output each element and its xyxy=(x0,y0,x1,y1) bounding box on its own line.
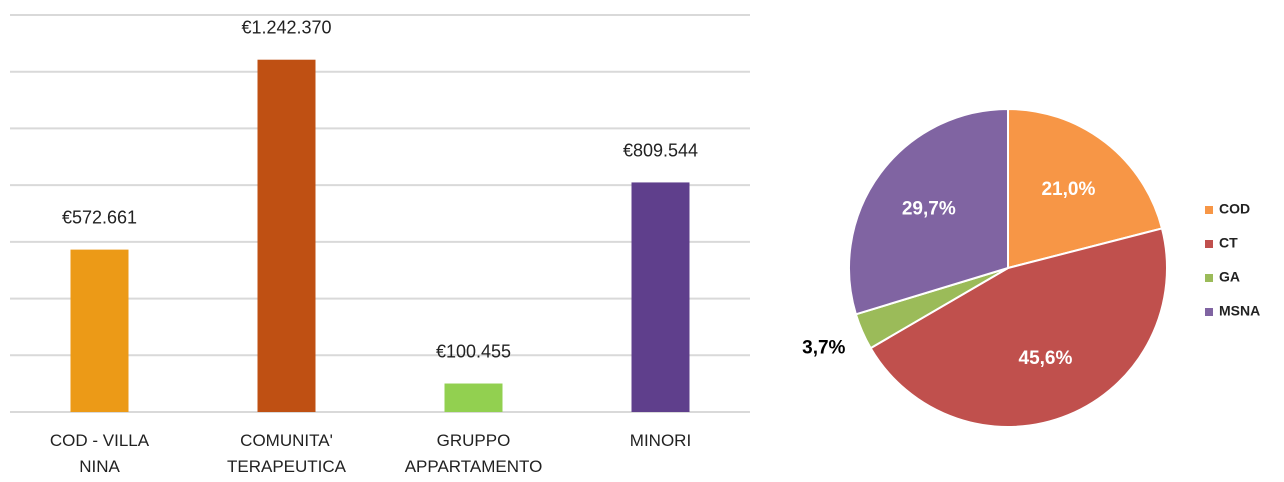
data-label: €809.544 xyxy=(623,140,698,160)
data-label: €100.455 xyxy=(436,342,511,362)
x-tick-label: MINORI xyxy=(629,431,692,450)
pie-slice xyxy=(848,107,1009,316)
legend-label: COD xyxy=(1219,201,1250,217)
legend-label: MSNA xyxy=(1219,303,1260,319)
legend-swatch xyxy=(1205,240,1213,248)
bar xyxy=(444,383,503,412)
data-label: 29,7% xyxy=(902,198,956,219)
legend-swatch xyxy=(1205,206,1213,214)
data-label: 3,7% xyxy=(802,337,845,358)
x-tick-label: COD - VILLA NINA xyxy=(49,431,150,476)
data-label: €1.242.370 xyxy=(241,18,331,38)
legend-swatch xyxy=(1205,274,1213,282)
pie-slice xyxy=(1007,107,1164,270)
legend-label: CT xyxy=(1219,235,1238,251)
legend-label: GA xyxy=(1219,269,1240,285)
x-tick-label: GRUPPO APPARTAMENTO xyxy=(404,431,543,476)
legend-swatch xyxy=(1205,308,1213,316)
bar xyxy=(257,59,316,412)
pie-slice xyxy=(869,227,1168,428)
x-tick-label: COMUNITA' TERAPEUTICA xyxy=(226,431,347,476)
data-label: 45,6% xyxy=(1019,348,1073,369)
data-label: 21,0% xyxy=(1041,179,1095,200)
bar xyxy=(70,249,129,412)
data-label: €572.661 xyxy=(62,208,137,228)
bar xyxy=(631,182,690,412)
